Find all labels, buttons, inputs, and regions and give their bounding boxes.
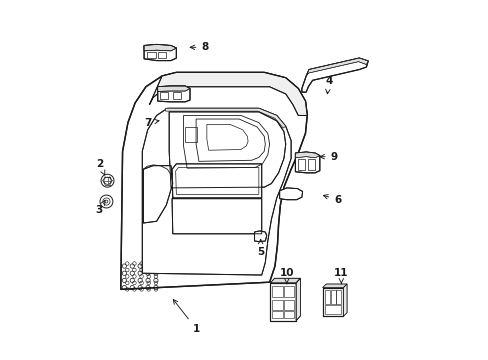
Polygon shape bbox=[165, 108, 285, 128]
Polygon shape bbox=[158, 86, 190, 91]
Polygon shape bbox=[270, 278, 300, 283]
Polygon shape bbox=[296, 278, 300, 320]
Polygon shape bbox=[149, 72, 306, 116]
Text: 4: 4 bbox=[325, 76, 332, 94]
Polygon shape bbox=[144, 44, 176, 51]
Text: 8: 8 bbox=[190, 42, 208, 52]
Polygon shape bbox=[143, 166, 172, 223]
Polygon shape bbox=[270, 283, 296, 320]
Text: 1: 1 bbox=[173, 300, 199, 334]
Polygon shape bbox=[142, 108, 290, 275]
Polygon shape bbox=[254, 231, 266, 242]
Polygon shape bbox=[322, 288, 343, 316]
Polygon shape bbox=[295, 152, 319, 173]
Text: 6: 6 bbox=[323, 195, 341, 205]
Polygon shape bbox=[172, 199, 261, 234]
Polygon shape bbox=[322, 284, 346, 288]
Text: 5: 5 bbox=[257, 239, 264, 257]
Polygon shape bbox=[279, 188, 302, 200]
Polygon shape bbox=[121, 72, 306, 289]
Polygon shape bbox=[301, 58, 367, 92]
Polygon shape bbox=[295, 152, 319, 158]
Text: 9: 9 bbox=[319, 152, 337, 162]
Polygon shape bbox=[144, 44, 176, 60]
Polygon shape bbox=[343, 284, 346, 316]
Polygon shape bbox=[158, 86, 190, 102]
Polygon shape bbox=[172, 164, 261, 198]
Text: 10: 10 bbox=[279, 268, 293, 284]
Polygon shape bbox=[169, 112, 285, 188]
Text: 11: 11 bbox=[333, 268, 348, 284]
Polygon shape bbox=[305, 58, 367, 76]
Text: 3: 3 bbox=[96, 200, 105, 216]
Text: 2: 2 bbox=[96, 159, 104, 175]
Text: 7: 7 bbox=[143, 118, 159, 128]
